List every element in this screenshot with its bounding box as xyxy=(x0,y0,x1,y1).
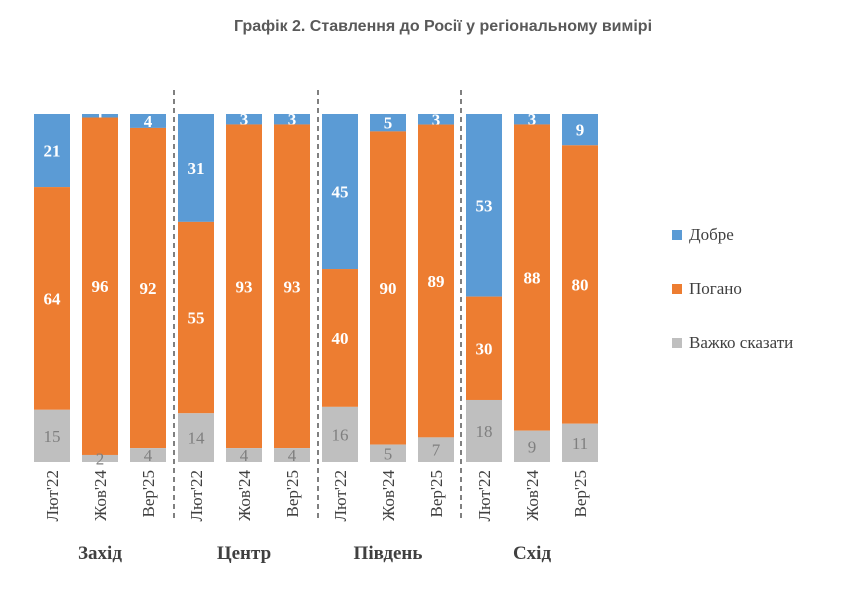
legend-swatch xyxy=(672,338,682,348)
bar-segment xyxy=(226,448,262,462)
data-label: 4 xyxy=(144,112,153,131)
data-label: 30 xyxy=(476,339,493,358)
bar-segment xyxy=(34,409,70,462)
bar-segment xyxy=(226,114,262,125)
category-label: Лют'22 xyxy=(43,470,62,522)
data-label: 5 xyxy=(384,114,393,133)
bar-segment xyxy=(130,114,166,128)
bar-segment xyxy=(514,114,550,125)
bar-segment xyxy=(274,114,310,125)
category-label: Лют'22 xyxy=(475,470,494,522)
legend-label: Погано xyxy=(689,279,742,298)
category-label: Вер'25 xyxy=(139,470,158,517)
legend-item-vazhko: Важко сказати xyxy=(672,333,793,353)
data-label: 3 xyxy=(432,110,441,129)
data-label: 40 xyxy=(332,329,349,348)
group-label: Південь xyxy=(354,543,423,564)
category-label: Жов'24 xyxy=(235,470,254,521)
bar-segment xyxy=(562,114,598,146)
data-label: 92 xyxy=(140,279,157,298)
bar-segment xyxy=(418,437,454,462)
bar-segment xyxy=(274,448,310,462)
bar-segment xyxy=(178,114,214,222)
bar-segment xyxy=(130,127,166,449)
bar-segment xyxy=(82,114,118,118)
category-label: Лют'22 xyxy=(331,470,350,522)
bar-segment xyxy=(466,296,502,400)
category-label: Вер'25 xyxy=(571,470,590,517)
data-label: 80 xyxy=(572,276,589,295)
legend-label: Добре xyxy=(689,225,734,244)
bar-segment xyxy=(178,413,214,462)
data-label: 1 xyxy=(96,107,105,126)
legend-label: Важко сказати xyxy=(689,333,794,352)
data-label: 3 xyxy=(288,110,297,129)
bar-segment xyxy=(34,114,70,188)
bar-segment xyxy=(370,444,406,462)
group-label: Центр xyxy=(217,543,271,564)
legend-item-dobre: Добре xyxy=(672,225,734,245)
data-label: 9 xyxy=(528,437,537,456)
bar-segment xyxy=(370,131,406,445)
data-label: 15 xyxy=(44,427,61,446)
bar-segment xyxy=(322,406,358,462)
bar-segment xyxy=(370,114,406,132)
data-label: 3 xyxy=(528,110,537,129)
data-label: 93 xyxy=(284,277,301,296)
bar-segment xyxy=(466,114,502,297)
legend-swatch xyxy=(672,230,682,240)
legend-item-pohano: Погано xyxy=(672,279,742,299)
data-label: 5 xyxy=(384,444,393,463)
bar-segment xyxy=(562,145,598,424)
category-label: Жов'24 xyxy=(523,470,542,521)
data-label: 4 xyxy=(240,446,249,465)
bar-segment xyxy=(178,221,214,414)
bar-segment xyxy=(514,430,550,462)
bar-segment xyxy=(514,124,550,431)
bar-segment xyxy=(562,423,598,462)
category-label: Вер'25 xyxy=(427,470,446,517)
chart-title: Графік 2. Ставлення до Росії у регіональ… xyxy=(233,18,653,35)
data-label: 18 xyxy=(476,422,493,441)
legend-swatch xyxy=(672,284,682,294)
data-label: 21 xyxy=(44,142,61,161)
data-label: 45 xyxy=(332,183,349,202)
bar-segment xyxy=(34,187,70,410)
bar-segment xyxy=(82,454,118,462)
category-label: Вер'25 xyxy=(283,470,302,517)
data-label: 90 xyxy=(380,279,397,298)
bar-segment xyxy=(226,124,262,449)
bar-segment xyxy=(274,124,310,449)
bar-segment xyxy=(322,114,358,270)
bar-segment xyxy=(466,399,502,462)
data-label: 2 xyxy=(96,449,105,468)
data-label: 11 xyxy=(572,434,588,453)
data-label: 64 xyxy=(44,289,62,308)
data-label: 9 xyxy=(576,121,585,140)
bar-segment xyxy=(418,124,454,438)
data-label: 14 xyxy=(188,429,206,448)
data-label: 31 xyxy=(188,159,205,178)
bar-segment xyxy=(322,269,358,407)
data-label: 55 xyxy=(188,309,205,328)
group-label: Захід xyxy=(78,543,122,564)
bar-segment xyxy=(82,117,118,455)
data-label: 53 xyxy=(476,196,493,215)
data-label: 4 xyxy=(144,446,153,465)
category-label: Жов'24 xyxy=(91,470,110,521)
group-label: Схід xyxy=(513,543,552,564)
data-label: 89 xyxy=(428,272,445,291)
data-label: 93 xyxy=(236,277,253,296)
bar-segment xyxy=(418,114,454,125)
category-label: Жов'24 xyxy=(379,470,398,521)
bar-segment xyxy=(130,448,166,462)
data-label: 3 xyxy=(240,110,249,129)
data-label: 4 xyxy=(288,446,297,465)
data-label: 16 xyxy=(332,425,349,444)
data-label: 96 xyxy=(92,277,109,296)
category-label: Лют'22 xyxy=(187,470,206,522)
data-label: 88 xyxy=(524,269,541,288)
data-label: 7 xyxy=(432,441,441,460)
